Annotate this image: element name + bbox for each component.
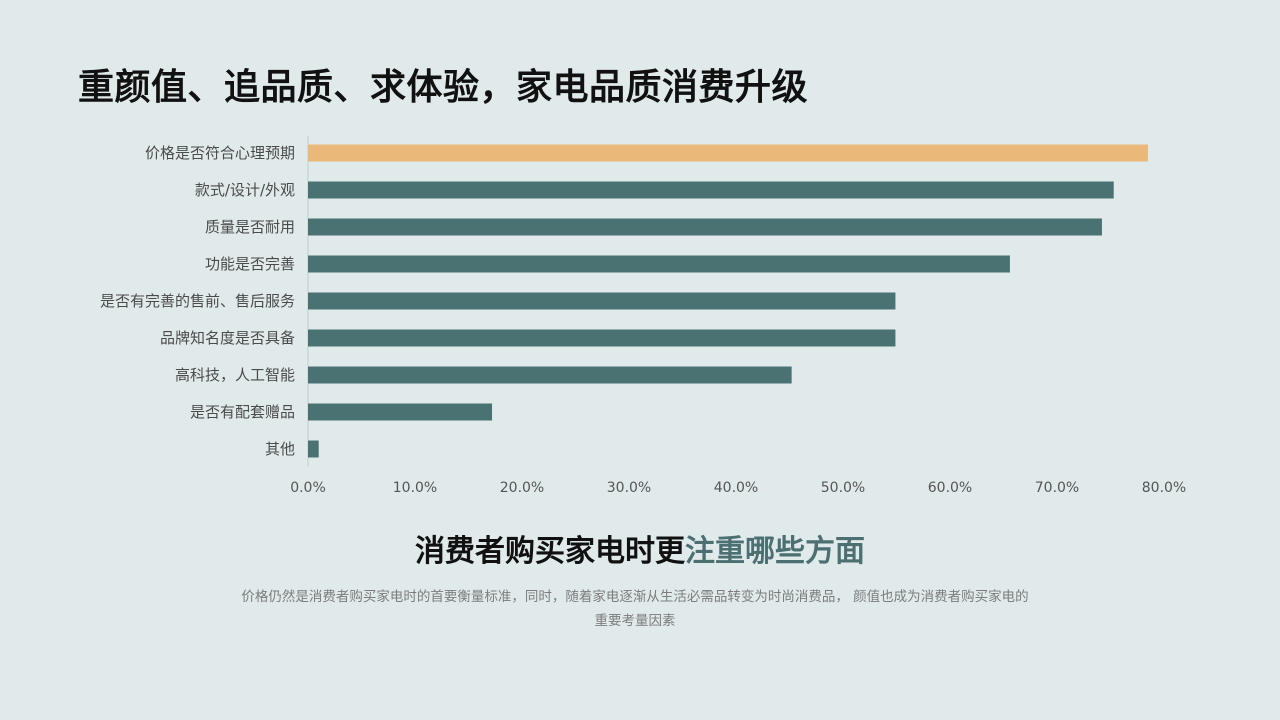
category-label-6: 高科技，人工智能	[175, 366, 295, 384]
bar-6	[308, 366, 792, 384]
description-text: 价格仍然是消费者购买家电时的首要衡量标准，同时，随着家电逐渐从生活必需品转变为时…	[241, 589, 1029, 629]
category-label-3: 功能是否完善	[205, 255, 295, 273]
category-label-7: 是否有配套赠品	[190, 403, 295, 421]
bar-0	[308, 144, 1148, 162]
bars-layer	[307, 136, 1148, 466]
bar-8	[308, 440, 319, 458]
bar-7	[308, 403, 493, 421]
bar-chart: 价格是否符合心理预期款式/设计/外观质量是否耐用功能是否完善是否有完善的售前、售…	[100, 136, 1186, 496]
x-tick-label-1: 10.0%	[393, 480, 437, 496]
x-tick-label-6: 60.0%	[928, 480, 972, 496]
category-label-8: 其他	[265, 440, 295, 458]
bar-1	[308, 181, 1114, 199]
x-tick-label-7: 70.0%	[1035, 480, 1079, 496]
subtitle-accent: 注重哪些方面	[685, 534, 865, 569]
bar-3	[308, 255, 1010, 273]
x-tick-label-0: 0.0%	[290, 480, 326, 496]
category-label-5: 品牌知名度是否具备	[160, 329, 295, 347]
bar-2	[308, 218, 1102, 236]
x-tick-label-3: 30.0%	[607, 480, 651, 496]
bar-5	[308, 329, 896, 347]
category-label-2: 质量是否耐用	[205, 218, 295, 236]
page-title: 重颜值、追品质、求体验，家电品质消费升级	[78, 67, 809, 108]
subtitle-main: 消费者购买家电时更	[415, 534, 685, 569]
bar-4	[308, 292, 896, 310]
category-label-4: 是否有完善的售前、售后服务	[100, 292, 295, 310]
x-tick-label-8: 80.0%	[1142, 480, 1186, 496]
category-labels: 价格是否符合心理预期款式/设计/外观质量是否耐用功能是否完善是否有完善的售前、售…	[100, 144, 295, 458]
section-subtitle: 消费者购买家电时更注重哪些方面	[0, 526, 1280, 570]
category-label-0: 价格是否符合心理预期	[145, 144, 295, 162]
category-label-1: 款式/设计/外观	[195, 181, 295, 199]
x-tick-label-2: 20.0%	[500, 480, 544, 496]
x-axis-ticks: 0.0% 10.0% 20.0% 30.0% 40.0% 50.0% 60.0% 70.0% 8…	[290, 480, 1186, 496]
x-tick-label-5: 50.0%	[821, 480, 865, 496]
x-tick-label-4: 40.0%	[714, 480, 758, 496]
